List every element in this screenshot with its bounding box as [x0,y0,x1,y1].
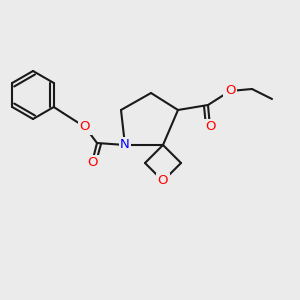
Text: N: N [120,139,130,152]
Text: O: O [87,157,97,169]
Text: O: O [225,85,235,98]
Text: O: O [205,121,215,134]
Text: O: O [158,175,168,188]
Text: O: O [80,121,90,134]
